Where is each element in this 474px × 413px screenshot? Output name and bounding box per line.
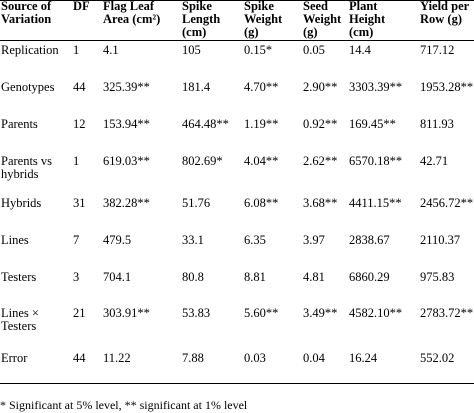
cell-seed-weight: 3.68** xyxy=(303,196,338,210)
cell-spike-weight: 1.19** xyxy=(244,117,279,131)
cell-flag-leaf: 4.1 xyxy=(103,43,119,57)
cell-flag-leaf: 325.39** xyxy=(103,80,150,94)
header-flag-leaf-line: Flag Leaf xyxy=(103,0,155,13)
cell-df: 3 xyxy=(73,270,80,284)
row-source-label: Lines × xyxy=(1,306,39,320)
cell-df: 1 xyxy=(73,154,80,168)
row-source-label: Parents vs xyxy=(1,154,53,168)
cell-spike-length: 80.8 xyxy=(182,270,204,284)
row-source-label: Lines xyxy=(1,233,29,247)
header-source-line: Variation xyxy=(1,12,52,26)
cell-flag-leaf: 153.94** xyxy=(103,117,150,131)
cell-df: 44 xyxy=(73,351,86,365)
header-yield-line: Row (g) xyxy=(420,12,463,26)
table-footnote: * Significant at 5% level, ** significan… xyxy=(0,398,248,412)
header-spike-length-line: (cm) xyxy=(182,25,207,39)
header-flag-leaf-line: Area (cm²) xyxy=(103,12,161,26)
cell-yield: 2456.72** xyxy=(420,196,474,210)
cell-spike-length: 53.83 xyxy=(182,306,211,320)
row-source-label: Testers xyxy=(1,319,37,333)
header-plant-height-line: Height xyxy=(349,12,386,26)
cell-df: 21 xyxy=(73,306,86,320)
header-plant-height-line: Plant xyxy=(349,0,378,13)
cell-yield: 2783.72** xyxy=(420,306,474,320)
table-header-rule xyxy=(0,40,474,41)
cell-flag-leaf: 303.91** xyxy=(103,306,150,320)
cell-df: 12 xyxy=(73,117,86,131)
cell-spike-length: 51.76 xyxy=(182,196,211,210)
cell-flag-leaf: 11.22 xyxy=(103,351,131,365)
cell-flag-leaf: 704.1 xyxy=(103,270,132,284)
cell-yield: 811.93 xyxy=(420,117,454,131)
cell-plant-height: 2838.67 xyxy=(349,233,390,247)
cell-df: 1 xyxy=(73,43,80,57)
table-top-rule xyxy=(0,0,474,1)
cell-spike-weight: 4.04** xyxy=(244,154,279,168)
cell-seed-weight: 3.97 xyxy=(303,233,325,247)
cell-seed-weight: 2.90** xyxy=(303,80,338,94)
cell-yield: 42.71 xyxy=(420,154,449,168)
row-source-label: Parents xyxy=(1,117,38,131)
cell-yield: 2110.37 xyxy=(420,233,461,247)
row-source-label: Replication xyxy=(1,43,59,57)
cell-plant-height: 169.45** xyxy=(349,117,396,131)
cell-spike-weight: 5.60** xyxy=(244,306,279,320)
header-plant-height-line: (cm) xyxy=(349,25,374,39)
cell-plant-height: 4411.15** xyxy=(349,196,402,210)
cell-spike-length: 105 xyxy=(182,43,201,57)
cell-flag-leaf: 619.03** xyxy=(103,154,150,168)
cell-spike-length: 181.4 xyxy=(182,80,211,94)
cell-spike-weight: 4.70** xyxy=(244,80,279,94)
cell-yield: 717.12 xyxy=(420,43,455,57)
row-source-label: Hybrids xyxy=(1,196,42,210)
cell-seed-weight: 0.92** xyxy=(303,117,338,131)
header-yield-line: Yield per xyxy=(420,0,470,13)
cell-spike-length: 802.69* xyxy=(182,154,223,168)
cell-plant-height: 6860.29 xyxy=(349,270,390,284)
header-spike-length-line: Length xyxy=(182,12,221,26)
cell-spike-length: 7.88 xyxy=(182,351,204,365)
cell-seed-weight: 0.05 xyxy=(303,43,325,57)
row-source-label: Error xyxy=(1,351,28,365)
cell-seed-weight: 4.81 xyxy=(303,270,325,284)
cell-spike-length: 464.48** xyxy=(182,117,229,131)
cell-plant-height: 4582.10** xyxy=(349,306,403,320)
cell-yield: 552.02 xyxy=(420,351,455,365)
row-source-label: Genotypes xyxy=(1,80,55,94)
header-spike-weight-line: (g) xyxy=(244,25,259,39)
cell-df: 31 xyxy=(73,196,86,210)
cell-spike-length: 33.1 xyxy=(182,233,204,247)
row-source-label: Testers xyxy=(1,270,37,284)
header-spike-weight-line: Spike xyxy=(244,0,274,13)
cell-yield: 1953.28** xyxy=(420,80,474,94)
header-source-line: Source of xyxy=(1,0,52,13)
cell-flag-leaf: 479.5 xyxy=(103,233,132,247)
cell-yield: 975.83 xyxy=(420,270,455,284)
header-seed-weight-line: Seed xyxy=(303,0,328,13)
header-seed-weight-line: Weight xyxy=(303,12,342,26)
cell-seed-weight: 2.62** xyxy=(303,154,338,168)
cell-plant-height: 16.24 xyxy=(349,351,378,365)
cell-spike-weight: 8.81 xyxy=(244,270,266,284)
cell-spike-weight: 6.08** xyxy=(244,196,279,210)
header-spike-length-line: Spike xyxy=(182,0,212,13)
cell-plant-height: 3303.39** xyxy=(349,80,403,94)
cell-plant-height: 14.4 xyxy=(349,43,371,57)
header-seed-weight-line: (g) xyxy=(303,25,318,39)
row-source-label: hybrids xyxy=(1,167,39,181)
cell-spike-weight: 6.35 xyxy=(244,233,266,247)
cell-df: 7 xyxy=(73,233,80,247)
cell-flag-leaf: 382.28** xyxy=(103,196,150,210)
table-bottom-rule xyxy=(0,383,474,384)
cell-spike-weight: 0.15* xyxy=(244,43,273,57)
cell-spike-weight: 0.03 xyxy=(244,351,266,365)
cell-seed-weight: 0.04 xyxy=(303,351,325,365)
cell-plant-height: 6570.18** xyxy=(349,154,403,168)
header-spike-weight-line: Weight xyxy=(244,12,283,26)
cell-df: 44 xyxy=(73,80,86,94)
header-df-line: DF xyxy=(73,0,90,13)
cell-seed-weight: 3.49** xyxy=(303,306,338,320)
